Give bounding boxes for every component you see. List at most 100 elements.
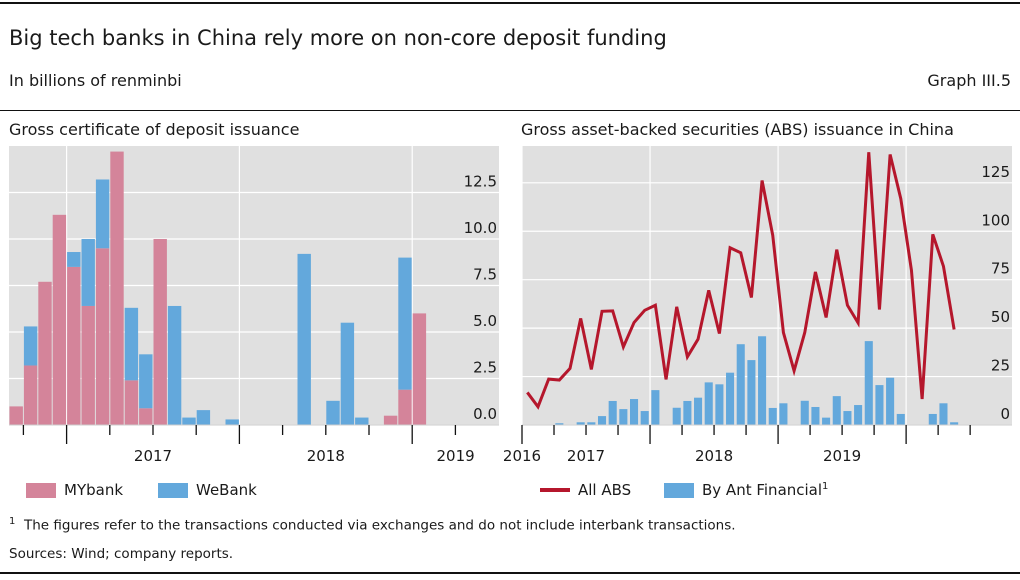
bar-webank xyxy=(167,305,182,425)
bar-ant-financial xyxy=(683,400,692,425)
legend-label: By Ant Financial1 xyxy=(702,481,828,499)
x-tick-label: 2017 xyxy=(567,447,605,465)
graph-subtitle: In billions of renminbi xyxy=(9,71,182,90)
bar-ant-financial xyxy=(768,407,777,425)
bar-ant-financial xyxy=(736,344,745,425)
bar-webank xyxy=(196,410,211,425)
left-chart-title: Gross certificate of deposit issuance xyxy=(9,120,300,139)
bar-mybank xyxy=(9,406,23,425)
bar-webank xyxy=(355,417,369,425)
bar-webank xyxy=(340,322,355,425)
bar-ant-financial xyxy=(950,422,959,425)
x-tick-label: 2018 xyxy=(695,447,733,465)
legend-all-abs: All ABS xyxy=(540,481,631,499)
bar-webank xyxy=(81,239,95,306)
bar-webank xyxy=(182,417,196,425)
bar-mybank xyxy=(153,239,167,425)
bar-ant-financial xyxy=(843,411,852,425)
bar-ant-financial xyxy=(864,341,873,425)
y-tick-label: 100 xyxy=(981,211,1010,229)
bar-mybank xyxy=(67,266,81,425)
graph-title: Big tech banks in China rely more on non… xyxy=(9,26,667,50)
bar-mybank xyxy=(124,380,139,425)
legend-webank: WeBank xyxy=(158,481,257,499)
y-tick-label: 50 xyxy=(991,308,1010,326)
legend-label: MYbank xyxy=(64,481,124,499)
bar-ant-financial xyxy=(651,390,660,425)
top-rule xyxy=(0,2,1020,4)
bar-ant-financial xyxy=(886,377,895,425)
x-tick-label: 2019 xyxy=(823,447,861,465)
bar-ant-financial xyxy=(758,336,767,425)
bar-ant-financial xyxy=(726,372,735,425)
bar-ant-financial xyxy=(672,407,681,425)
bar-ant-financial xyxy=(555,423,564,425)
bar-ant-financial xyxy=(800,400,809,425)
bar-ant-financial xyxy=(608,400,617,425)
line-all-abs xyxy=(526,152,956,410)
bar-ant-financial xyxy=(822,417,831,425)
y-tick-label: 25 xyxy=(991,357,1010,375)
all-abs-line-icon xyxy=(540,488,570,492)
bar-webank xyxy=(225,419,239,425)
x-tick-label: 2016 xyxy=(503,447,541,465)
y-tick-label: 10.0 xyxy=(464,219,497,237)
mybank-swatch-icon xyxy=(26,482,56,498)
bar-ant-financial xyxy=(779,403,788,425)
x-tick-label: 2017 xyxy=(134,447,172,465)
bar-ant-financial xyxy=(694,397,703,425)
legend-label: All ABS xyxy=(578,481,632,499)
y-tick-label: 0 xyxy=(1000,405,1010,423)
bar-mybank xyxy=(398,389,412,425)
graph-number: Graph III.5 xyxy=(927,71,1011,90)
bar-ant-financial xyxy=(811,406,820,425)
bar-ant-financial xyxy=(939,403,948,425)
bar-webank xyxy=(139,354,153,409)
bar-ant-financial xyxy=(832,396,841,425)
bar-ant-financial xyxy=(630,399,639,425)
y-tick-label: 125 xyxy=(981,163,1010,181)
right-chart-title: Gross asset-backed securities (ABS) issu… xyxy=(521,120,954,139)
plot-background xyxy=(522,146,1012,425)
bar-mybank xyxy=(38,281,52,425)
bar-ant-financial xyxy=(928,413,937,425)
legend-mybank: MYbank xyxy=(26,481,123,499)
bar-webank xyxy=(326,400,340,425)
bar-ant-financial xyxy=(576,422,585,425)
bar-mybank xyxy=(383,415,398,425)
y-tick-label: 2.5 xyxy=(473,359,497,377)
bar-mybank xyxy=(95,248,110,425)
y-tick-label: 5.0 xyxy=(473,312,497,330)
footnote-marker: 1 xyxy=(822,481,829,492)
ant-swatch-icon xyxy=(664,482,694,498)
bar-ant-financial xyxy=(640,411,649,425)
legend-ant-text: By Ant Financial xyxy=(702,481,823,499)
bar-mybank xyxy=(412,313,427,425)
bar-ant-financial xyxy=(854,405,863,425)
bottom-rule xyxy=(0,572,1020,574)
footnote-marker: 1 xyxy=(9,516,16,527)
legend-ant: By Ant Financial1 xyxy=(664,481,828,499)
bar-mybank xyxy=(81,305,95,425)
bar-mybank xyxy=(139,408,153,425)
bar-ant-financial xyxy=(896,413,905,425)
bar-webank xyxy=(23,326,38,366)
x-tick-label: 2018 xyxy=(307,447,345,465)
bar-mybank xyxy=(52,214,67,425)
bar-webank xyxy=(398,257,412,390)
bar-webank xyxy=(95,179,110,249)
bar-webank xyxy=(67,252,81,267)
webank-swatch-icon xyxy=(158,482,188,498)
y-tick-label: 12.5 xyxy=(464,173,497,191)
bar-webank xyxy=(297,253,311,425)
bar-ant-financial xyxy=(875,385,884,425)
sources: Sources: Wind; company reports. xyxy=(9,546,234,562)
footnote: 1 The figures refer to the transactions … xyxy=(9,516,736,534)
y-tick-label: 0.0 xyxy=(473,405,497,423)
bar-ant-financial xyxy=(747,360,756,425)
bar-ant-financial xyxy=(597,416,607,425)
bar-ant-financial xyxy=(619,409,628,425)
x-tick-label: 2019 xyxy=(437,447,475,465)
